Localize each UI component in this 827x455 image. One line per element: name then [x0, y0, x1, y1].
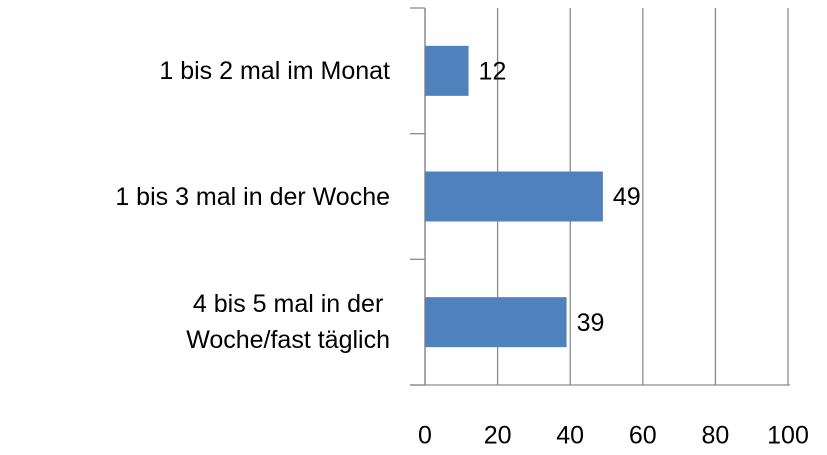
x-tick-label: 20 [484, 422, 512, 450]
bar [425, 171, 603, 222]
category-label: 1 bis 3 mal in der Woche [115, 182, 390, 211]
x-tick-label: 0 [418, 422, 432, 450]
data-label: 39 [577, 309, 605, 337]
x-tick-label: 100 [767, 422, 809, 450]
bar [425, 297, 567, 348]
data-label: 12 [479, 57, 507, 85]
x-tick-label: 60 [629, 422, 657, 450]
category-label: 1 bis 2 mal im Monat [159, 56, 390, 85]
bar [425, 45, 469, 96]
x-tick-label: 80 [701, 422, 729, 450]
x-tick-label: 40 [556, 422, 584, 450]
data-label: 49 [613, 183, 641, 211]
category-label: 4 bis 5 mal in der Woche/fast täglich [186, 290, 390, 355]
